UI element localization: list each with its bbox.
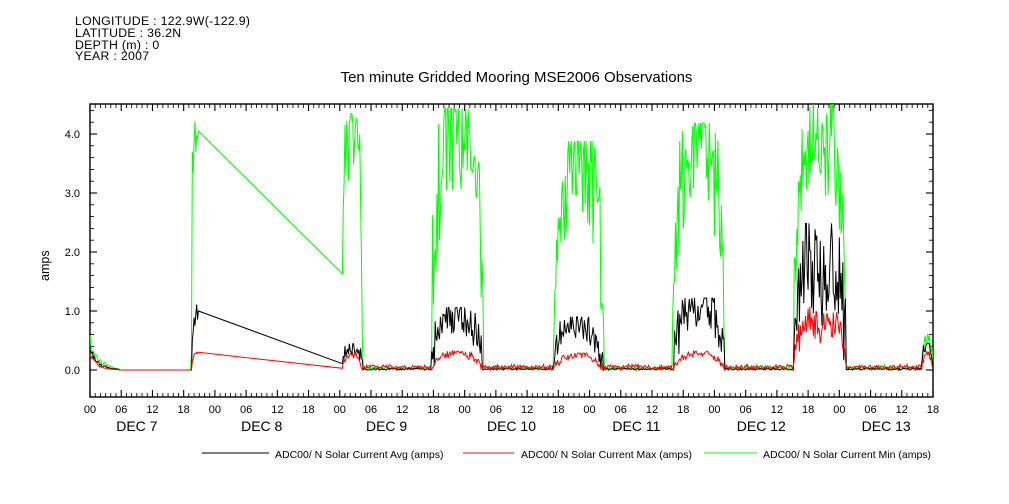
svg-text:DEC 10: DEC 10	[487, 418, 536, 434]
svg-text:00: 00	[334, 404, 346, 416]
svg-text:DEC 11: DEC 11	[612, 418, 660, 434]
svg-text:3.0: 3.0	[65, 188, 80, 200]
svg-text:ADC00/ N Solar Current Min (am: ADC00/ N Solar Current Min (amps)	[763, 449, 931, 461]
svg-text:00: 00	[84, 404, 96, 416]
svg-text:DEC 8: DEC 8	[241, 418, 282, 434]
svg-text:06: 06	[240, 404, 252, 416]
svg-text:00: 00	[708, 404, 720, 416]
svg-text:12: 12	[521, 404, 533, 416]
svg-text:06: 06	[490, 404, 502, 416]
svg-text:00: 00	[583, 404, 595, 416]
svg-text:ADC00/ N Solar Current Avg (am: ADC00/ N Solar Current Avg (amps)	[275, 449, 443, 461]
svg-text:12: 12	[146, 404, 158, 416]
svg-text:12: 12	[646, 404, 658, 416]
svg-text:00: 00	[833, 404, 845, 416]
svg-text:06: 06	[864, 404, 876, 416]
svg-text:00: 00	[209, 404, 221, 416]
svg-text:12: 12	[771, 404, 783, 416]
svg-text:18: 18	[927, 404, 939, 416]
svg-text:DEC 9: DEC 9	[366, 418, 407, 434]
svg-text:18: 18	[677, 404, 689, 416]
svg-text:06: 06	[740, 404, 752, 416]
svg-text:ADC00/ N Solar Current Max (am: ADC00/ N Solar Current Max (amps)	[521, 449, 692, 461]
svg-text:18: 18	[178, 404, 190, 416]
svg-text:1.0: 1.0	[65, 306, 80, 318]
svg-text:12: 12	[271, 404, 283, 416]
svg-text:2.0: 2.0	[65, 247, 80, 259]
svg-text:DEC 13: DEC 13	[862, 418, 911, 434]
svg-text:DEC 7: DEC 7	[116, 418, 157, 434]
svg-text:0.0: 0.0	[65, 365, 80, 377]
svg-text:06: 06	[615, 404, 627, 416]
svg-text:18: 18	[302, 404, 314, 416]
svg-text:06: 06	[365, 404, 377, 416]
svg-text:00: 00	[459, 404, 471, 416]
svg-text:DEC 12: DEC 12	[737, 418, 786, 434]
svg-text:06: 06	[115, 404, 127, 416]
svg-text:12: 12	[396, 404, 408, 416]
svg-text:18: 18	[427, 404, 439, 416]
svg-text:18: 18	[802, 404, 814, 416]
svg-text:12: 12	[896, 404, 908, 416]
svg-text:18: 18	[552, 404, 564, 416]
svg-text:4.0: 4.0	[65, 129, 80, 141]
